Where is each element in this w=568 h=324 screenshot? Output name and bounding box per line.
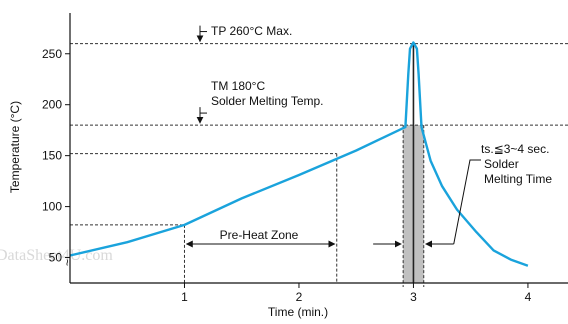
solder-melting-band	[402, 43, 425, 287]
tm-label-line1: TM 180°C	[211, 79, 265, 93]
x-axis-title: Time (min.)	[268, 305, 328, 319]
tm-label-line2: Solder Melting Temp.	[211, 94, 324, 108]
x-tick-label: 4	[525, 290, 532, 304]
axes: 50 100 150 200 250 1 2 3 4	[42, 13, 568, 304]
axis-break-symbol: ~	[60, 259, 74, 266]
x-tick-label: 2	[296, 290, 303, 304]
preheat-zone-label: Pre-Heat Zone	[220, 228, 299, 242]
x-tick-label: 1	[181, 290, 188, 304]
melting-note-line1: ts.≦3~4 sec.	[481, 142, 549, 156]
temperature-curve	[69, 41, 529, 267]
y-axis-title: Temperature (°C)	[8, 101, 22, 193]
y-tick-label: 250	[42, 47, 62, 61]
y-tick-label: 150	[42, 149, 62, 163]
tp-max-label: TP 260°C Max.	[211, 24, 292, 38]
dashed-guides	[70, 43, 568, 283]
x-tick-label: 3	[410, 290, 417, 304]
melting-note-leader	[453, 159, 481, 245]
temperature-line	[69, 41, 529, 267]
melting-note-line2: Solder	[484, 157, 519, 171]
annotations	[185, 25, 481, 248]
y-tick-label: 100	[42, 200, 62, 214]
y-tick-label: 50	[49, 251, 63, 265]
melting-note-line3: Melting Time	[484, 172, 552, 186]
y-tick-label: 200	[42, 98, 62, 112]
